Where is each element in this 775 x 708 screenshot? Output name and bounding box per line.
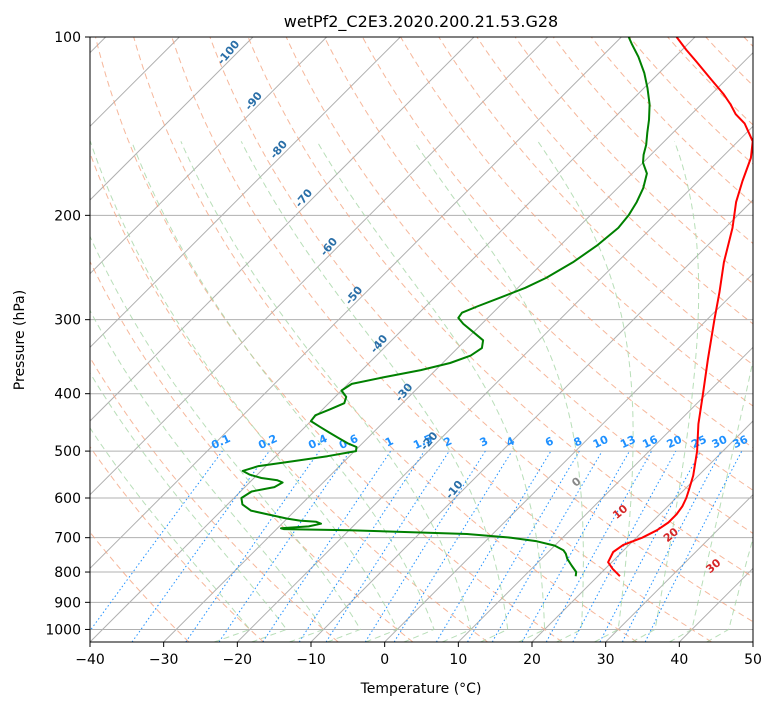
isotherm-line — [90, 37, 328, 275]
dry-adiabats — [90, 37, 753, 642]
moist-adiabats — [90, 141, 753, 642]
y-tick-label: 200 — [54, 208, 81, 224]
dry-adiabat-line — [476, 37, 753, 325]
x-tick-label: 0 — [380, 652, 389, 668]
moist-adiabat-line — [706, 536, 753, 642]
x-tick-label: −30 — [149, 652, 179, 668]
mixing-ratio-line — [325, 450, 450, 642]
x-tick-label: −40 — [75, 652, 105, 668]
x-tick-label: 10 — [449, 652, 467, 668]
mixing-ratio-line — [545, 450, 653, 642]
mixing-ratio-label: 10 — [591, 433, 611, 451]
mixing-ratio-label: 25 — [689, 433, 708, 451]
x-tick-label: 40 — [670, 652, 688, 668]
isotherm-line — [384, 272, 753, 642]
isobar-grid — [90, 37, 753, 630]
mixing-ratio-lines — [90, 450, 743, 642]
x-axis-label: Temperature (°C) — [360, 681, 482, 697]
dry-adiabat-line — [362, 37, 753, 449]
y-tick-label: 300 — [54, 313, 81, 329]
y-tick-label: 100 — [54, 30, 81, 46]
y-tick-label: 700 — [54, 531, 81, 547]
chart-title: wetPf2_C2E3.2020.200.21.53.G28 — [284, 12, 558, 32]
mixing-ratio-line — [364, 450, 486, 642]
isotherm-line — [90, 37, 549, 496]
mixing-ratio-line — [521, 450, 630, 642]
moist-adiabat-line — [131, 141, 435, 642]
y-tick-label: 1000 — [45, 622, 81, 638]
moist-adiabat-line — [90, 309, 325, 642]
x-tick-label: −10 — [296, 652, 326, 668]
isotherm-line — [163, 51, 753, 642]
mixing-ratio-line — [218, 450, 351, 642]
dry-adiabat-line — [629, 37, 753, 165]
mixing-ratio-label: 20 — [665, 433, 685, 451]
mixing-ratio-line — [467, 450, 580, 642]
dry-adiabat-line — [90, 260, 414, 642]
mixing-ratio-label: 30 — [710, 433, 730, 451]
isotherm-line — [236, 125, 753, 642]
isotherm-line — [90, 37, 254, 201]
dry-adiabat-line — [133, 37, 638, 642]
x-tick-label: 30 — [597, 652, 615, 668]
y-tick-label: 800 — [54, 565, 81, 581]
isotherm-line — [90, 37, 475, 422]
isotherm-line — [605, 493, 753, 642]
y-tick-label: 500 — [54, 444, 81, 460]
moist-adiabat-line — [631, 141, 700, 642]
y-tick-label: 600 — [54, 491, 81, 507]
moist-adiabat-line — [90, 235, 362, 642]
moist-adiabat-line — [90, 427, 251, 642]
x-axis: −40 −30 −20 −10 0 10 20 30 40 50 — [75, 642, 762, 668]
mixing-ratio-label: 36 — [731, 433, 751, 451]
mixing-ratio-line — [131, 450, 270, 642]
moist-adiabat-line — [413, 141, 584, 642]
dry-adiabat-line — [514, 37, 753, 285]
isotherm-line — [90, 37, 696, 642]
sounding-series — [240, 37, 753, 577]
isotherm-line — [457, 346, 753, 642]
dry-adiabat-line — [323, 37, 753, 491]
plot-frame — [89, 36, 754, 643]
y-axis: 100 200 300 400 500 600 700 800 900 1000 — [45, 30, 90, 638]
dry-adiabat-line — [247, 37, 753, 578]
isotherm-line — [90, 37, 622, 570]
mixing-ratio-line — [435, 450, 552, 642]
mixing-ratio-label: 13 — [618, 433, 637, 451]
temperature-line — [607, 37, 753, 577]
moist-adiabat-label: 40 — [749, 584, 769, 604]
moist-adiabat-line — [90, 141, 398, 642]
mixing-ratio-line — [393, 450, 513, 642]
dewpoint-line — [240, 37, 651, 577]
mixing-ratio-line — [572, 450, 677, 642]
x-tick-label: −20 — [223, 652, 253, 668]
moist-adiabat-line — [90, 371, 288, 642]
moist-adiabat-line — [316, 141, 546, 642]
mixing-ratio-line — [185, 450, 320, 642]
isotherm-line — [90, 37, 401, 349]
mixing-ratio-line — [90, 450, 223, 632]
mixing-ratio-label: 16 — [640, 433, 660, 451]
mixing-ratio-line — [491, 450, 603, 642]
y-tick-label: 900 — [54, 595, 81, 611]
x-tick-label: 20 — [523, 652, 541, 668]
moist-adiabat-line — [537, 141, 634, 642]
moist-adiabat-line — [180, 141, 472, 642]
moist-adiabat-line — [669, 358, 753, 642]
dry-adiabat-line — [90, 445, 264, 642]
x-tick-label: 50 — [744, 652, 762, 668]
y-tick-label: 400 — [54, 387, 81, 403]
dry-adiabat-line — [400, 37, 753, 407]
y-axis-label: Pressure (hPa) — [12, 290, 28, 390]
